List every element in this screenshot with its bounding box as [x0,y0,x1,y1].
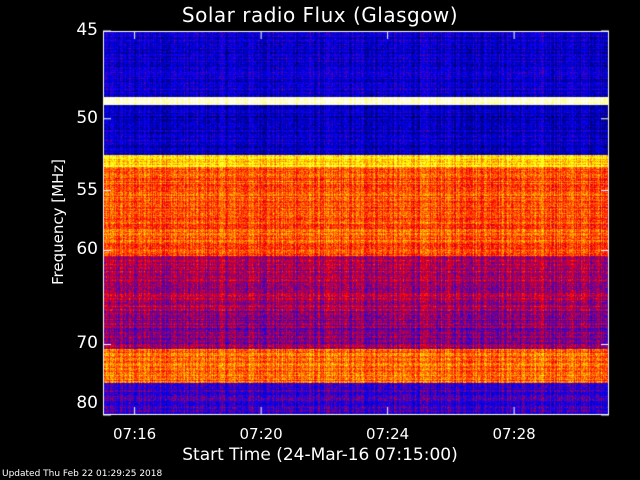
y-tick-label: 45 [76,20,98,40]
x-tick-label: 07:24 [366,425,410,443]
x-tick-label: 07:16 [113,425,157,443]
y-tick-label: 60 [76,239,98,260]
y-axis-label: Frequency [MHz] [49,158,67,286]
y-tick-label: 50 [76,107,98,128]
y-tick-label: 55 [76,179,98,200]
chart-title: Solar radio Flux (Glasgow) [181,3,459,27]
y-tick-label: 80 [76,393,98,413]
updated-timestamp: Updated Thu Feb 22 01:29:25 2018 [2,469,163,479]
x-axis-label: Start Time (24-Mar-16 07:15:00) [182,445,458,465]
y-tick-label: 70 [76,333,98,354]
x-tick-label: 07:20 [239,425,283,443]
x-tick-label: 07:28 [492,425,536,443]
